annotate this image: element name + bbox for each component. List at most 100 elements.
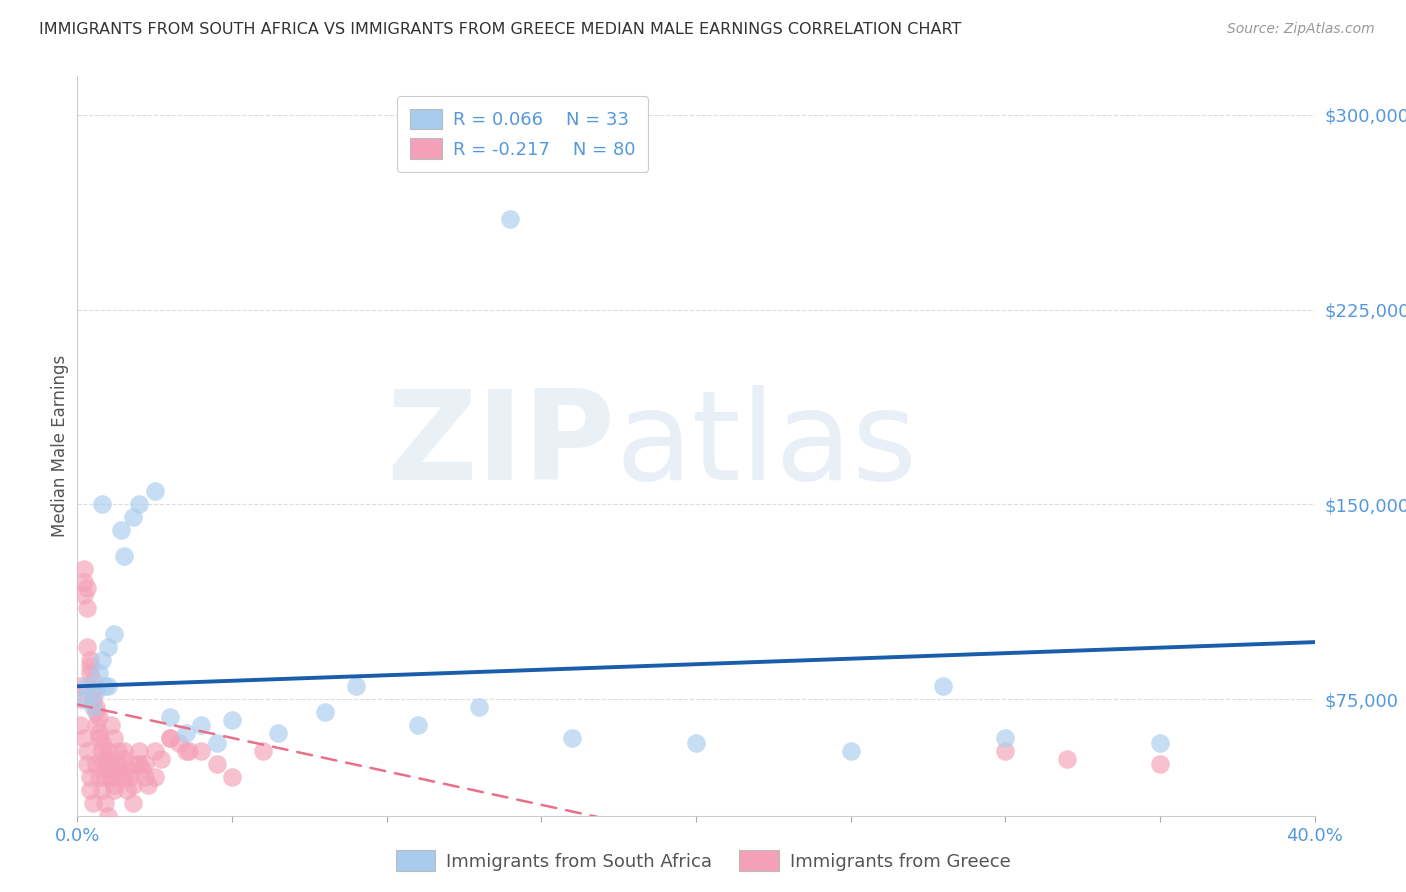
Point	[79, 783, 101, 797]
Point	[122, 796, 145, 810]
Point	[221, 713, 243, 727]
Point	[84, 757, 107, 772]
Point	[91, 752, 114, 766]
Point	[91, 653, 114, 667]
Point	[79, 770, 101, 784]
Point	[69, 692, 91, 706]
Point	[128, 757, 150, 772]
Point	[103, 778, 125, 792]
Point	[561, 731, 583, 746]
Point	[87, 726, 110, 740]
Point	[314, 706, 336, 720]
Point	[103, 627, 125, 641]
Point	[221, 770, 243, 784]
Point	[107, 744, 129, 758]
Point	[190, 744, 212, 758]
Point	[87, 770, 110, 784]
Point	[125, 757, 148, 772]
Point	[112, 549, 135, 564]
Point	[103, 731, 125, 746]
Point	[174, 726, 197, 740]
Point	[103, 783, 125, 797]
Point	[76, 679, 98, 693]
Point	[91, 736, 114, 750]
Point	[107, 757, 129, 772]
Point	[100, 718, 122, 732]
Point	[72, 588, 94, 602]
Point	[107, 763, 129, 777]
Legend: Immigrants from South Africa, Immigrants from Greece: Immigrants from South Africa, Immigrants…	[388, 843, 1018, 879]
Point	[138, 778, 160, 792]
Point	[205, 736, 228, 750]
Point	[110, 770, 132, 784]
Point	[344, 679, 367, 693]
Point	[94, 763, 117, 777]
Point	[685, 736, 707, 750]
Y-axis label: Median Male Earnings: Median Male Earnings	[51, 355, 69, 537]
Point	[69, 718, 91, 732]
Text: atlas: atlas	[616, 385, 918, 507]
Point	[932, 679, 955, 693]
Point	[79, 666, 101, 681]
Point	[84, 700, 107, 714]
Point	[82, 674, 104, 689]
Point	[82, 700, 104, 714]
Legend: R = 0.066    N = 33, R = -0.217    N = 80: R = 0.066 N = 33, R = -0.217 N = 80	[398, 96, 648, 172]
Point	[159, 731, 181, 746]
Point	[169, 736, 191, 750]
Point	[94, 679, 117, 693]
Point	[76, 744, 98, 758]
Point	[100, 763, 122, 777]
Point	[76, 640, 98, 655]
Point	[94, 757, 117, 772]
Point	[468, 700, 491, 714]
Point	[115, 783, 138, 797]
Point	[97, 744, 120, 758]
Point	[84, 684, 107, 698]
Point	[128, 498, 150, 512]
Point	[76, 581, 98, 595]
Point	[72, 575, 94, 590]
Point	[97, 809, 120, 823]
Point	[267, 726, 290, 740]
Point	[143, 484, 166, 499]
Point	[97, 679, 120, 693]
Point	[994, 744, 1017, 758]
Text: ZIP: ZIP	[387, 385, 616, 507]
Point	[97, 640, 120, 655]
Point	[91, 498, 114, 512]
Point	[159, 710, 181, 724]
Point	[76, 601, 98, 615]
Point	[94, 770, 117, 784]
Point	[94, 796, 117, 810]
Point	[79, 658, 101, 673]
Point	[131, 763, 153, 777]
Point	[159, 731, 181, 746]
Point	[87, 710, 110, 724]
Point	[87, 731, 110, 746]
Point	[91, 783, 114, 797]
Point	[118, 770, 141, 784]
Point	[143, 770, 166, 784]
Point	[69, 679, 91, 693]
Point	[82, 684, 104, 698]
Point	[97, 752, 120, 766]
Point	[82, 796, 104, 810]
Point	[115, 763, 138, 777]
Text: Source: ZipAtlas.com: Source: ZipAtlas.com	[1227, 22, 1375, 37]
Point	[406, 718, 429, 732]
Point	[110, 524, 132, 538]
Point	[143, 744, 166, 758]
Point	[91, 744, 114, 758]
Point	[190, 718, 212, 732]
Point	[1149, 757, 1171, 772]
Point	[87, 666, 110, 681]
Point	[134, 757, 156, 772]
Point	[72, 692, 94, 706]
Point	[112, 744, 135, 758]
Point	[112, 752, 135, 766]
Point	[174, 744, 197, 758]
Point	[100, 770, 122, 784]
Point	[994, 731, 1017, 746]
Point	[839, 744, 862, 758]
